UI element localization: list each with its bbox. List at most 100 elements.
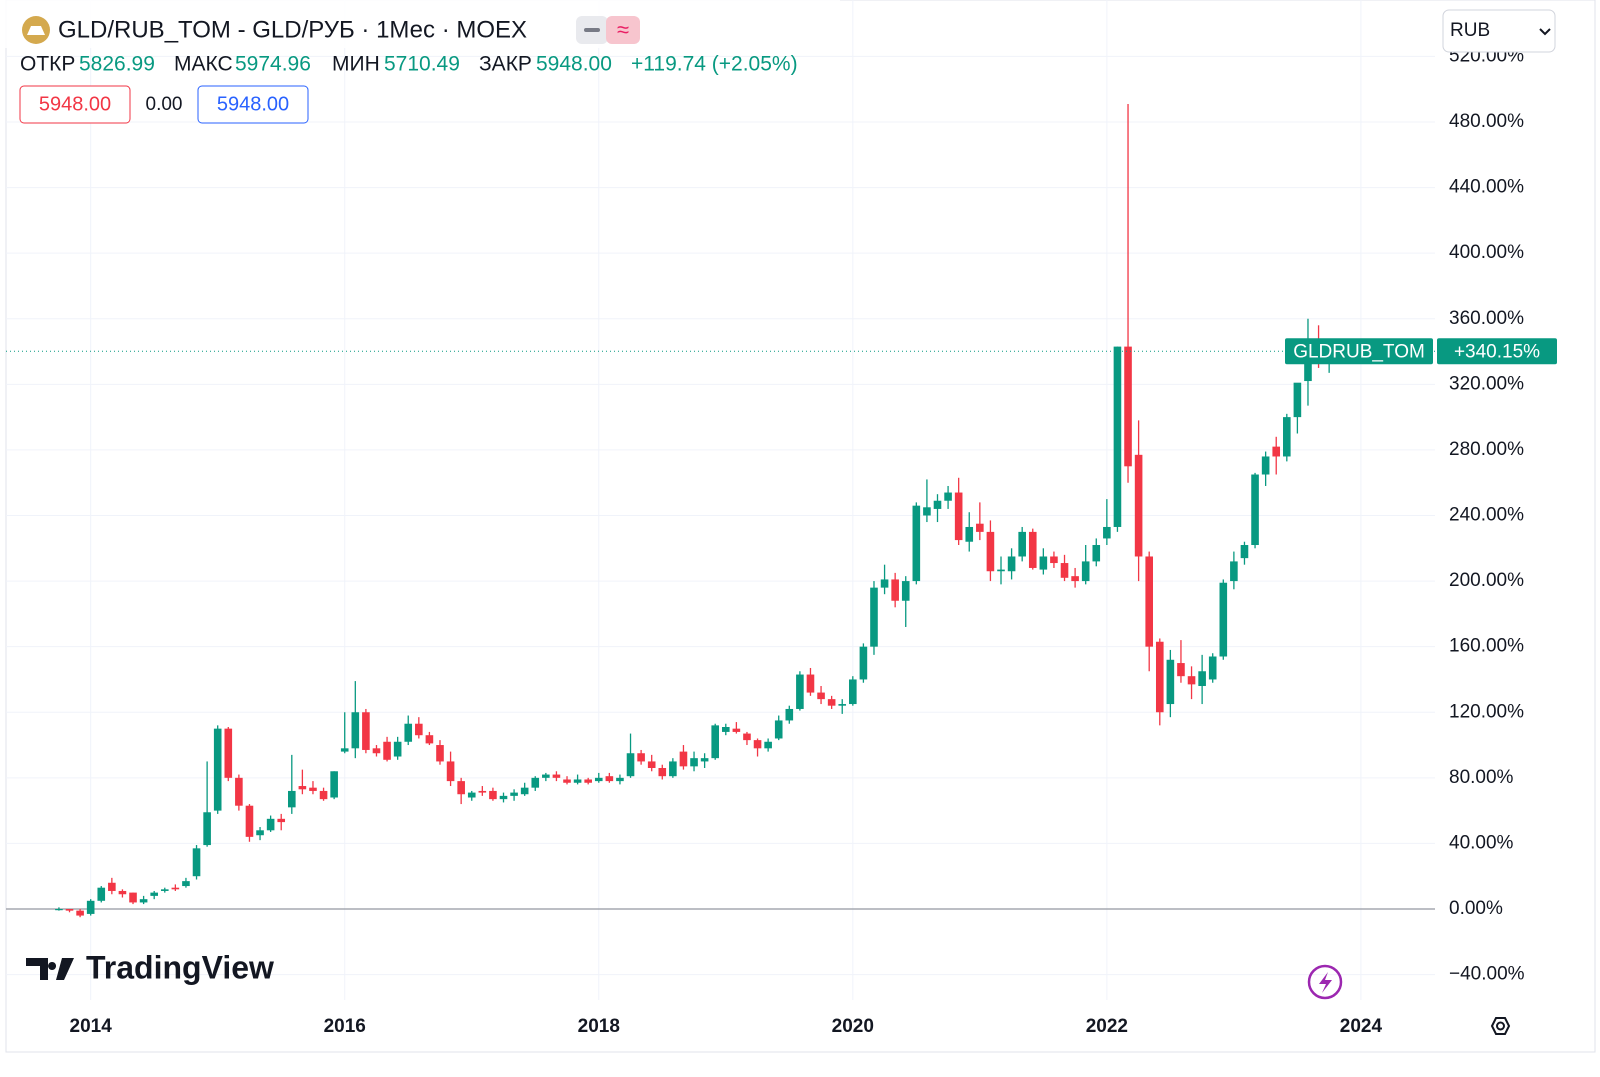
x-tick-label: 2020 [832,1016,874,1037]
candle-body [298,786,307,790]
symbol-icon-bar [27,26,45,35]
x-tick-label: 2016 [324,1016,366,1037]
toggle-icon [584,28,600,32]
candle-body [404,723,413,742]
candle-body [563,779,571,783]
candle-body [753,740,762,749]
candle-body [637,753,645,762]
candle-body [647,761,656,768]
y-tick-label: 40.00% [1449,832,1514,853]
candle-body [1272,446,1281,457]
candle-body [510,792,518,796]
candle-body [552,774,561,778]
candle-body [1060,563,1069,578]
candle-body [965,526,974,542]
currency: RUB [1450,20,1490,41]
lightning-button[interactable] [1307,964,1343,1000]
candle-body [129,892,137,903]
candle-body [997,569,1005,572]
candle-body [880,579,889,588]
candle-body [616,777,624,782]
buy-button[interactable] [197,85,309,124]
y-tick-label: −40.00% [1449,964,1525,985]
candle-body [150,892,158,896]
y-tick-label: 480.00% [1449,111,1524,132]
y-tick-label: 360.00% [1449,308,1524,329]
candle-body [415,723,423,736]
x-tick-label: 2022 [1086,1016,1128,1037]
gear-icon [1490,1017,1511,1035]
ohlc-value: 5710.49 [384,53,460,76]
last-price-label: +340.15% [1454,341,1540,362]
candle-body [1251,474,1259,546]
candle-body [1134,454,1143,557]
plot-area: −40.00% 0.00% 40.00% 80.00% 120.00% 160.00% 20… [6,0,1557,1037]
ohlc-value: 5974.96 [235,53,311,76]
candle-body [520,787,529,795]
candle-body [76,910,84,916]
candle-body [806,674,815,693]
candle-body [86,900,95,914]
candle-body [1293,382,1302,418]
candle-body [1039,556,1048,570]
ohlc-value: 5826.99 [79,53,155,76]
y-tick-label: 280.00% [1449,439,1524,460]
logo-mark [26,958,74,980]
candle-body [1198,671,1206,687]
candle-body [425,735,434,744]
buy-price: 5948.00 [217,93,289,115]
ohlc-label: ЗАКР [479,53,532,76]
currency-select[interactable] [1442,9,1556,53]
symbol-title: GLD/RUB_TOM - GLD/РУБ · 1Мес · MOEX [58,16,527,43]
candle-body [224,728,233,778]
compare-button[interactable] [606,16,640,44]
candle-body [1050,556,1058,564]
candle-body [1007,556,1016,572]
candle-body [849,679,857,705]
sell-button[interactable] [19,85,131,124]
candle-body [954,492,963,541]
candle-body [319,790,328,800]
candle-body [531,777,540,788]
change: +119.74 (+2.05%) [631,53,798,76]
candle-body [1219,582,1228,657]
candle-body [838,704,847,706]
candle-body [690,758,698,767]
candle-body [351,712,360,749]
candle-body [679,751,688,767]
candle-body [976,523,984,532]
candle-body [594,777,603,782]
candle-body [658,767,667,777]
candle-body [1113,346,1122,527]
ohlc-label: МИН [332,53,380,76]
candle-body [827,699,836,706]
symbol-tag-text: GLDRUB_TOM [1293,341,1425,362]
candle-body [288,790,296,808]
candle-body [605,776,614,782]
candle-body [912,505,921,582]
candle-body [901,581,910,601]
candle-body [1124,346,1132,467]
candle-body [859,646,868,680]
candle-body [1283,417,1291,457]
candle-body [1240,545,1249,559]
spread: 0.00 [146,94,183,115]
candle-body [309,787,317,791]
logo: TradingView [26,949,274,985]
candle-body [235,777,243,806]
candle-body [171,887,180,890]
candle-body [457,781,465,795]
candle-body [1081,561,1090,582]
candle-body [774,720,783,739]
candle-body [1304,351,1312,382]
candle-body [97,887,106,901]
candle-body [203,812,211,846]
y-tick-label: 440.00% [1449,177,1524,198]
last-price-tag [1437,338,1557,365]
candle-body [986,531,995,572]
candle-body [1230,561,1238,582]
candle-body [1018,531,1026,557]
settings-button[interactable] [1490,1017,1511,1035]
